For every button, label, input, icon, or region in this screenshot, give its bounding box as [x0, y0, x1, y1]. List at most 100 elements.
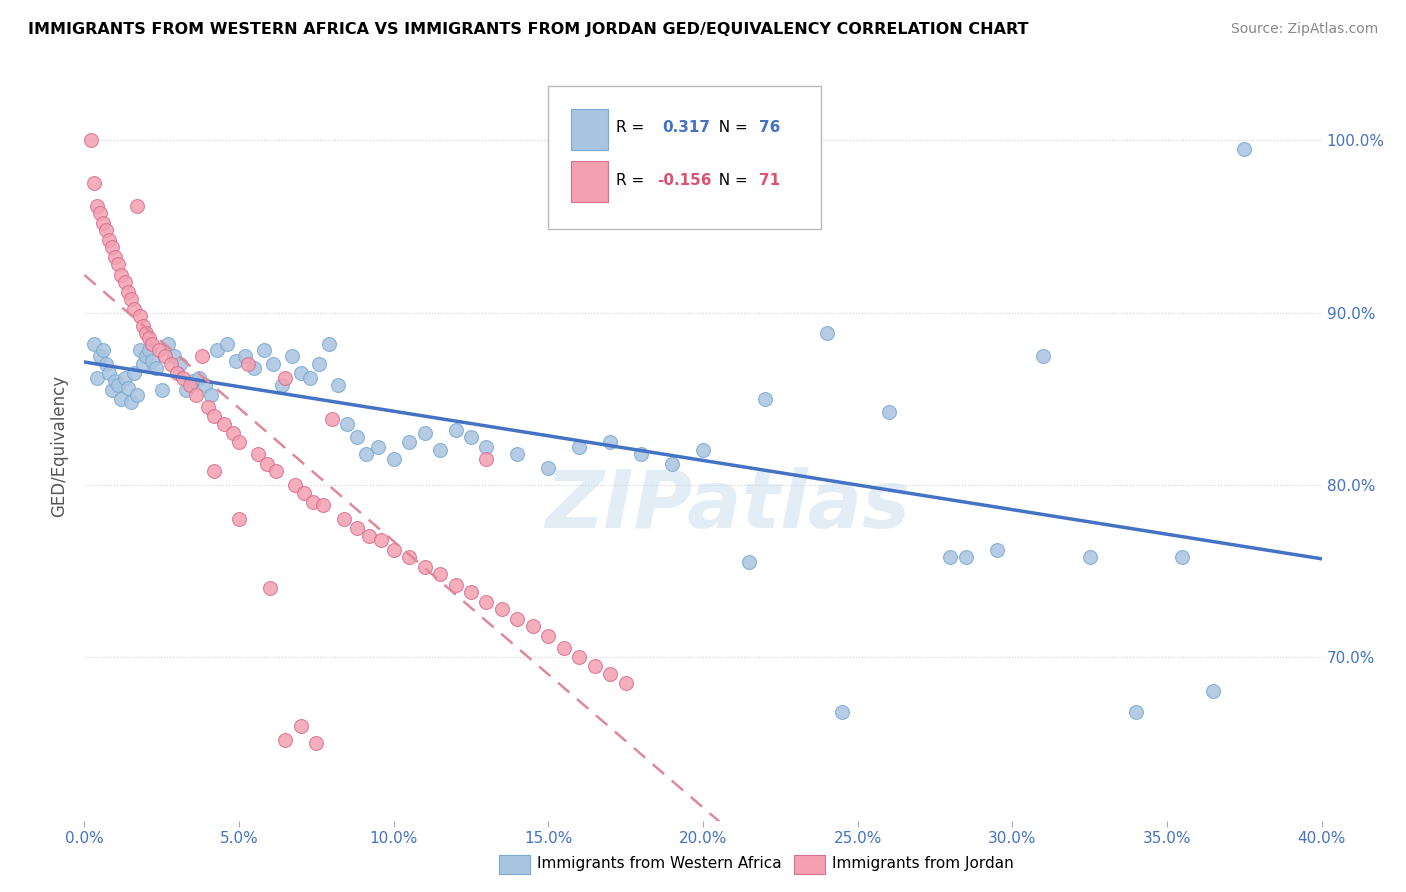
- Point: [326, 377, 349, 392]
- Point: [302, 495, 325, 509]
- Point: [202, 409, 225, 423]
- Point: [398, 434, 420, 449]
- Point: [129, 309, 152, 323]
- Point: [614, 676, 637, 690]
- Point: [148, 343, 170, 358]
- Point: [382, 543, 405, 558]
- Point: [110, 268, 132, 282]
- Point: [94, 357, 117, 371]
- Point: [382, 451, 405, 466]
- Point: [169, 357, 191, 371]
- Point: [354, 447, 377, 461]
- Point: [264, 464, 287, 478]
- Point: [1078, 550, 1101, 565]
- Point: [243, 360, 266, 375]
- Point: [256, 457, 278, 471]
- Text: N =: N =: [709, 120, 752, 135]
- Point: [163, 349, 186, 363]
- FancyBboxPatch shape: [571, 161, 607, 202]
- Point: [290, 366, 312, 380]
- Point: [955, 550, 977, 565]
- Point: [120, 292, 142, 306]
- Point: [321, 412, 343, 426]
- Point: [194, 377, 217, 392]
- Point: [114, 371, 136, 385]
- Point: [357, 529, 380, 543]
- Point: [262, 357, 284, 371]
- Point: [475, 451, 498, 466]
- Point: [207, 343, 229, 358]
- Point: [346, 521, 368, 535]
- Point: [160, 357, 183, 371]
- Point: [692, 443, 714, 458]
- Point: [246, 447, 269, 461]
- Text: Immigrants from Western Africa: Immigrants from Western Africa: [537, 856, 782, 871]
- Point: [122, 301, 145, 316]
- Point: [141, 353, 163, 368]
- Text: Immigrants from Jordan: Immigrants from Jordan: [832, 856, 1014, 871]
- Point: [630, 447, 652, 461]
- Text: R =: R =: [616, 120, 650, 135]
- Point: [284, 477, 307, 491]
- Point: [398, 550, 420, 565]
- Point: [98, 233, 121, 247]
- Point: [599, 434, 621, 449]
- Point: [308, 357, 330, 371]
- Point: [1032, 349, 1054, 363]
- Point: [197, 401, 219, 415]
- Text: 0.317: 0.317: [662, 120, 710, 135]
- Point: [181, 375, 204, 389]
- Point: [506, 447, 529, 461]
- Point: [568, 650, 591, 665]
- Point: [491, 601, 513, 615]
- Point: [200, 388, 222, 402]
- Point: [172, 371, 194, 385]
- Point: [333, 512, 356, 526]
- Point: [661, 457, 683, 471]
- Point: [311, 499, 333, 513]
- Point: [215, 336, 238, 351]
- Point: [346, 429, 368, 443]
- Point: [475, 595, 498, 609]
- Point: [191, 349, 214, 363]
- Point: [754, 392, 776, 406]
- Point: [132, 319, 155, 334]
- Point: [98, 366, 121, 380]
- Text: -0.156: -0.156: [657, 172, 711, 187]
- Point: [738, 555, 761, 569]
- Point: [460, 429, 482, 443]
- Point: [101, 240, 124, 254]
- Point: [225, 353, 247, 368]
- Point: [367, 440, 389, 454]
- Point: [156, 336, 179, 351]
- Text: R =: R =: [616, 172, 650, 187]
- Point: [413, 426, 436, 441]
- Point: [475, 440, 498, 454]
- Point: [939, 550, 962, 565]
- Point: [228, 434, 250, 449]
- Y-axis label: GED/Equivalency: GED/Equivalency: [51, 375, 69, 517]
- Point: [986, 543, 1008, 558]
- Point: [1125, 705, 1147, 719]
- Point: [138, 343, 160, 358]
- Point: [125, 199, 148, 213]
- Point: [132, 357, 155, 371]
- Point: [117, 285, 139, 299]
- Point: [138, 331, 160, 345]
- Point: [444, 423, 467, 437]
- Point: [166, 366, 188, 380]
- Text: 71: 71: [759, 172, 780, 187]
- Point: [83, 336, 105, 351]
- Point: [91, 216, 114, 230]
- Point: [599, 667, 621, 681]
- Point: [228, 512, 250, 526]
- Text: ZIPatlas: ZIPatlas: [546, 467, 910, 545]
- Point: [370, 533, 392, 547]
- Point: [318, 336, 340, 351]
- Text: Source: ZipAtlas.com: Source: ZipAtlas.com: [1230, 22, 1378, 37]
- Point: [537, 460, 560, 475]
- Point: [86, 199, 108, 213]
- Point: [336, 417, 359, 432]
- Point: [877, 405, 900, 419]
- Text: 76: 76: [759, 120, 780, 135]
